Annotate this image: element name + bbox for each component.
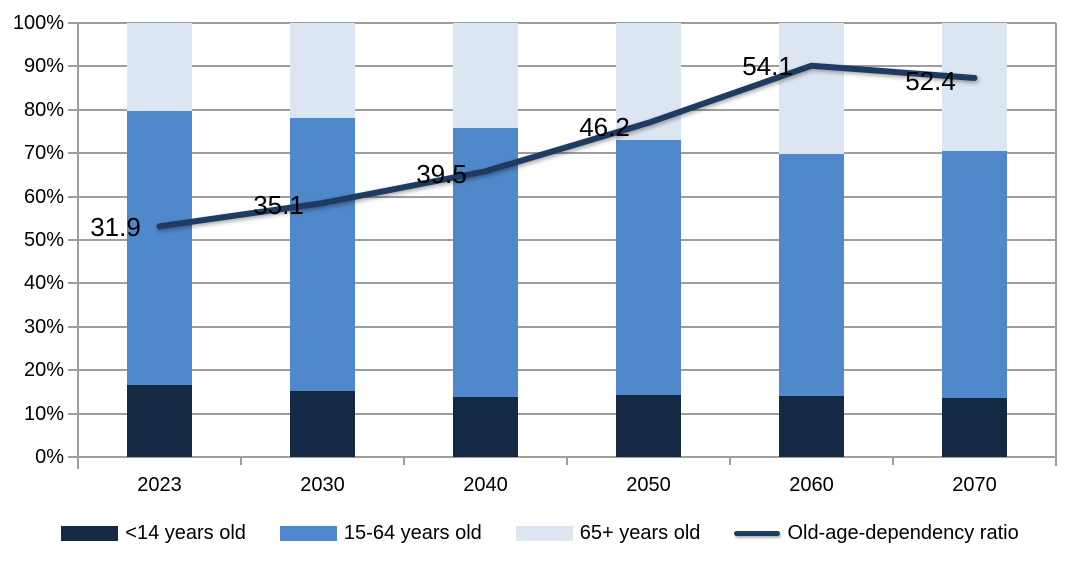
line-data-label-39.5: 39.5 <box>416 159 467 190</box>
gridline-10% <box>78 412 1056 415</box>
bar-segment-15-64-2030 <box>290 118 355 392</box>
y-axis-label: 100% <box>12 12 64 34</box>
legend: <14 years old 15-64 years old 65+ years ol… <box>0 521 1080 545</box>
x-axis-tick <box>1055 457 1057 465</box>
legend-item-65-plus: 65+ years old <box>515 521 701 545</box>
y-axis-label: 30% <box>23 315 64 338</box>
y-axis-label: 20% <box>23 359 64 382</box>
gridline-30% <box>78 325 1056 328</box>
bar-segment-15-64-2060 <box>779 154 844 396</box>
bar-segment-65-plus-2023 <box>127 23 192 111</box>
bar-segment-15-64-2070 <box>942 151 1007 398</box>
x-axis-label-2050: 2050 <box>626 474 671 496</box>
x-axis-label-2040: 2040 <box>463 474 508 496</box>
gridline-50% <box>78 239 1056 241</box>
line-data-label-46.2: 46.2 <box>579 111 630 142</box>
y-axis-label: 90% <box>23 55 64 78</box>
x-axis-tick <box>77 457 79 465</box>
y-axis-label: 70% <box>23 142 64 165</box>
bar-segment-under-14-2050 <box>616 394 681 457</box>
x-axis-label-2060: 2060 <box>789 474 834 496</box>
plot-right-border <box>1055 23 1057 466</box>
x-axis-tick <box>240 457 242 465</box>
legend-item-dependency-ratio: Old-age-dependency ratio <box>734 521 1019 545</box>
legend-label: 65+ years old <box>579 522 701 544</box>
legend-swatch-icon <box>279 525 337 541</box>
y-axis-line <box>77 23 79 469</box>
gridline-80% <box>78 108 1056 111</box>
bar-segment-under-14-2070 <box>942 397 1007 457</box>
y-axis-label: 50% <box>23 229 64 251</box>
bar-segment-under-14-2060 <box>779 395 844 457</box>
line-data-label-54.1: 54.1 <box>742 50 793 81</box>
y-axis-label: 40% <box>23 272 64 295</box>
line-data-label-52.4: 52.4 <box>905 65 956 96</box>
bar-segment-65-plus-2060 <box>779 23 844 155</box>
gridline-60% <box>78 195 1056 198</box>
gridline-20% <box>78 369 1056 372</box>
gridline-40% <box>78 282 1056 285</box>
bar-segment-15-64-2050 <box>616 140 681 395</box>
legend-label: 15-64 years old <box>343 522 482 544</box>
bar-segment-15-64-2023 <box>127 110 192 386</box>
bar-segment-65-plus-2030 <box>290 23 355 119</box>
legend-label: <14 years old <box>125 522 246 544</box>
bar-segment-under-14-2040 <box>453 396 518 457</box>
line-data-label-31.9: 31.9 <box>90 212 141 243</box>
gridline-70% <box>78 152 1056 155</box>
bar-segment-under-14-2023 <box>127 385 192 457</box>
legend-item-15-64: 15-64 years old <box>279 521 482 545</box>
x-axis-tick <box>566 457 568 465</box>
x-axis-tick <box>892 457 894 465</box>
x-axis-label-2023: 2023 <box>137 474 182 496</box>
legend-swatch-icon <box>515 525 573 541</box>
legend-line-swatch-icon <box>734 530 781 536</box>
x-axis-tick <box>729 457 731 465</box>
bar-segment-under-14-2030 <box>290 391 355 457</box>
bar-segment-65-plus-2040 <box>453 23 518 129</box>
y-axis-label: 0% <box>35 446 64 468</box>
legend-item-under-14: <14 years old <box>61 521 246 545</box>
x-axis-label-2070: 2070 <box>952 474 997 496</box>
y-axis-label: 80% <box>23 98 64 121</box>
y-axis-label: 10% <box>23 402 64 425</box>
gridline-100% <box>78 22 1056 24</box>
x-axis-label-2030: 2030 <box>300 474 345 496</box>
line-data-label-35.1: 35.1 <box>253 190 304 221</box>
legend-label: Old-age-dependency ratio <box>787 522 1019 544</box>
x-axis-tick <box>403 457 405 465</box>
legend-swatch-icon <box>61 525 119 541</box>
y-axis-label: 60% <box>23 185 64 208</box>
